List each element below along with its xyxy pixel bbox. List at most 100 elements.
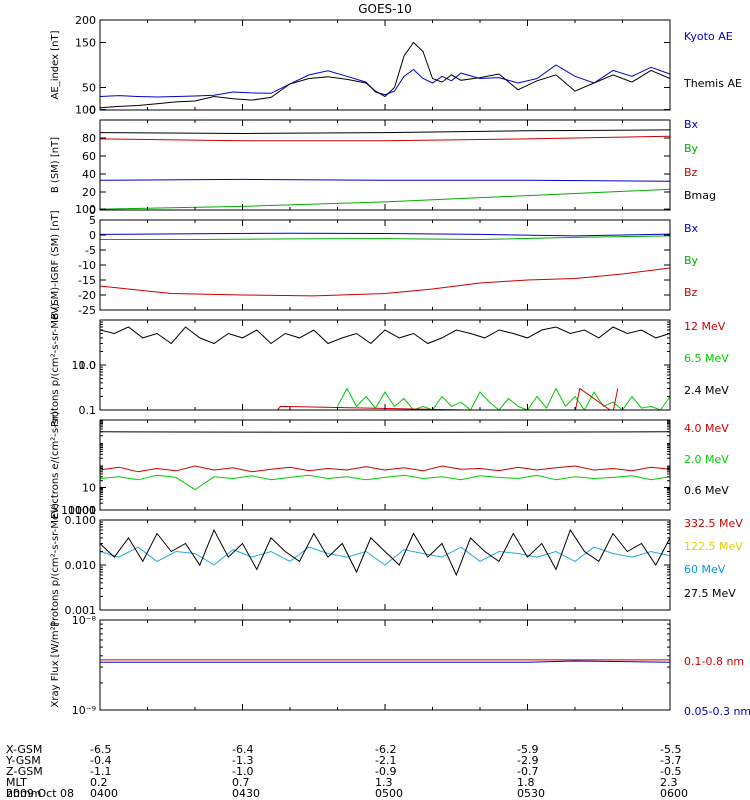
ephemeris-value: -1.0	[232, 765, 253, 778]
series-line-2-1	[100, 129, 670, 135]
y-tick-label: 10000	[61, 504, 96, 517]
chart-title: GOES-10	[358, 2, 412, 16]
ephemeris-value: 0600	[660, 787, 688, 800]
ephemeris-value: -6.4	[232, 743, 253, 756]
legend-label: 27.5 MeV	[684, 587, 736, 600]
y-axis-label: Protons p/(cm²-s-sr-MeV)	[50, 303, 61, 427]
legend-label: 0.1-0.8 nm	[684, 655, 744, 668]
ephemeris-value: 0.7	[232, 776, 250, 789]
legend-label: 122.5 MeV	[684, 540, 743, 553]
ephemeris-value: 1.8	[517, 776, 535, 789]
ephemeris-value: 0400	[90, 787, 118, 800]
y-tick-label: 1	[89, 504, 96, 517]
ephemeris-value: -0.5	[660, 765, 681, 778]
y-tick-label: 0	[89, 204, 96, 217]
panel-1: 0 50 100 150 200 AE_index [nT] Kyoto AE Themis …	[50, 14, 742, 117]
y-tick-label: 60	[82, 150, 96, 163]
ephemeris-value: 0430	[232, 787, 260, 800]
ephemeris-value: -3.7	[660, 754, 681, 767]
series-line-4-2	[337, 387, 670, 410]
ephemeris-value: -1.3	[232, 754, 253, 767]
legend-label: Bz	[684, 166, 698, 179]
legend-label: 0.05-0.3 nm	[684, 705, 750, 718]
ephemeris-value: -5.5	[660, 743, 681, 756]
y-tick-label: 100	[75, 203, 96, 216]
legend-label: Bx	[684, 222, 699, 235]
y-tick-label: 0.010	[65, 559, 97, 572]
ephemeris-value: -6.5	[90, 743, 111, 756]
y-tick-label: 1.0	[79, 359, 97, 372]
legend-label: 2.0 MeV	[684, 453, 729, 466]
y-tick-label: 0.1	[79, 404, 97, 417]
y-tick-label: 0	[89, 104, 96, 117]
y-tick-label: 200	[75, 14, 96, 27]
y-tick-label: 10⁻⁸	[72, 614, 97, 627]
ephemeris-value: -0.4	[90, 754, 111, 767]
series-line-6-2	[100, 528, 670, 577]
y-tick-label: -5	[85, 244, 96, 257]
series-line-5-1	[100, 431, 670, 433]
panel-3: -25 -20 -15 -10 -5 0 5 B (SM)-IGRF (SM) [nT] Bx B…	[50, 210, 699, 319]
y-tick-label: 1000	[68, 504, 96, 517]
series-line-3-3	[100, 267, 670, 297]
legend-label: Bmag	[684, 189, 716, 202]
series-line-7-2	[100, 660, 670, 663]
panel-6: 0.001 0.010 0.100 Protons p/(cm²-s-sr-MeV) 3…	[50, 503, 743, 627]
panel-7: 10⁻⁹ 10⁻⁸ Xray Flux [W/m²] 0.1-0.8 nm 0.05-0…	[50, 614, 750, 718]
legend-label: 60 MeV	[684, 563, 726, 576]
y-tick-label: 0.100	[65, 514, 97, 527]
ephemeris-value: -0.9	[375, 765, 396, 778]
y-axis-label: B (SM) [nT]	[50, 137, 61, 193]
y-axis-label: AE_index [nT]	[50, 30, 61, 99]
series-line-4-3	[276, 387, 619, 410]
ephemeris-value: -6.2	[375, 743, 396, 756]
ephemeris-value: 0530	[517, 787, 545, 800]
panel-2: 0 20 40 60 80 100 B (SM) [nT] Bx By Bz Bmag	[50, 118, 716, 217]
legend-label: 6.5 MeV	[684, 352, 729, 365]
series-line-6-1	[100, 546, 670, 566]
y-tick-label: -25	[78, 304, 96, 317]
y-tick-label: 0.001	[65, 604, 97, 617]
legend-label: 12 MeV	[684, 320, 726, 333]
ephemeris-value: -2.9	[517, 754, 538, 767]
legend-label: Bz	[684, 286, 698, 299]
y-tick-label: 80	[82, 132, 96, 145]
y-tick-label: 20	[82, 186, 96, 199]
y-tick-label: 5	[89, 214, 96, 227]
y-tick-label: 10	[82, 482, 96, 495]
legend-label: Themis AE	[683, 77, 742, 90]
y-tick-label: 100	[75, 104, 96, 117]
y-axis-label: Xray Flux [W/m²]	[50, 622, 61, 707]
ephemeris-label: X-GSM	[6, 743, 42, 756]
y-tick-label: 40	[82, 168, 96, 181]
series-line-3-1	[100, 232, 670, 237]
y-tick-label: 50	[82, 82, 96, 95]
panel-frame	[99, 619, 671, 711]
panel-frame	[99, 419, 671, 511]
y-tick-label: 100	[75, 504, 96, 517]
y-tick-label: 0	[89, 229, 96, 242]
ephemeris-value: -5.9	[517, 743, 538, 756]
y-axis-label: Protons p/(cm²-s-sr-MeV)	[50, 503, 61, 627]
y-tick-label: -20	[78, 289, 96, 302]
series-line-3-2	[100, 235, 670, 241]
ephemeris-label: hhmm	[6, 787, 41, 800]
series-line-2-2	[100, 135, 670, 142]
series-line-5-2	[100, 465, 670, 473]
y-tick-label: -10	[78, 259, 96, 272]
legend-label: 4.0 MeV	[684, 422, 729, 435]
ephemeris-label: Z-GSM	[6, 765, 43, 778]
panel-4: 0.1 1.010.0 Protons p/(cm²-s-sr-MeV) 12 MeV…	[50, 303, 729, 427]
ephemeris-value: 2.3	[660, 776, 678, 789]
ephemeris-value: -2.1	[375, 754, 396, 767]
ephemeris-label: Y-GSM	[5, 754, 41, 767]
ephemeris-value: 1.3	[375, 776, 393, 789]
legend-label: By	[684, 254, 699, 267]
date-label: 2009 Oct 08	[6, 787, 74, 800]
ephemeris-value: -0.7	[517, 765, 538, 778]
y-axis-label: Electrons e/(cm²-s-sr)	[50, 411, 61, 519]
legend-label: 2.4 MeV	[684, 384, 729, 397]
series-line-2-3	[100, 178, 670, 182]
